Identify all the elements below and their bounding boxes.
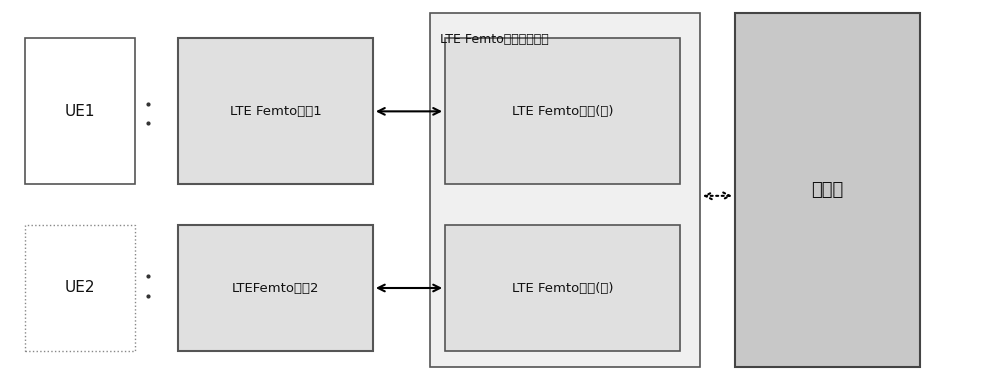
Text: LTE Femto网关(备): LTE Femto网关(备) <box>512 281 613 295</box>
Bar <box>25 225 135 351</box>
Bar <box>445 225 680 351</box>
Bar <box>430 13 700 367</box>
Bar <box>445 38 680 184</box>
Text: LTE Femto基站1: LTE Femto基站1 <box>230 105 321 118</box>
Text: UE2: UE2 <box>65 280 95 296</box>
Bar <box>735 13 920 367</box>
Text: LTE Femto网关主备系统: LTE Femto网关主备系统 <box>440 33 549 46</box>
Text: UE1: UE1 <box>65 104 95 119</box>
Bar <box>178 38 373 184</box>
Text: LTEFemto基站2: LTEFemto基站2 <box>232 281 319 295</box>
Text: LTE Femto网关(主): LTE Femto网关(主) <box>512 105 613 118</box>
Bar <box>178 225 373 351</box>
Text: 核心网: 核心网 <box>811 181 844 199</box>
Bar <box>25 38 135 184</box>
